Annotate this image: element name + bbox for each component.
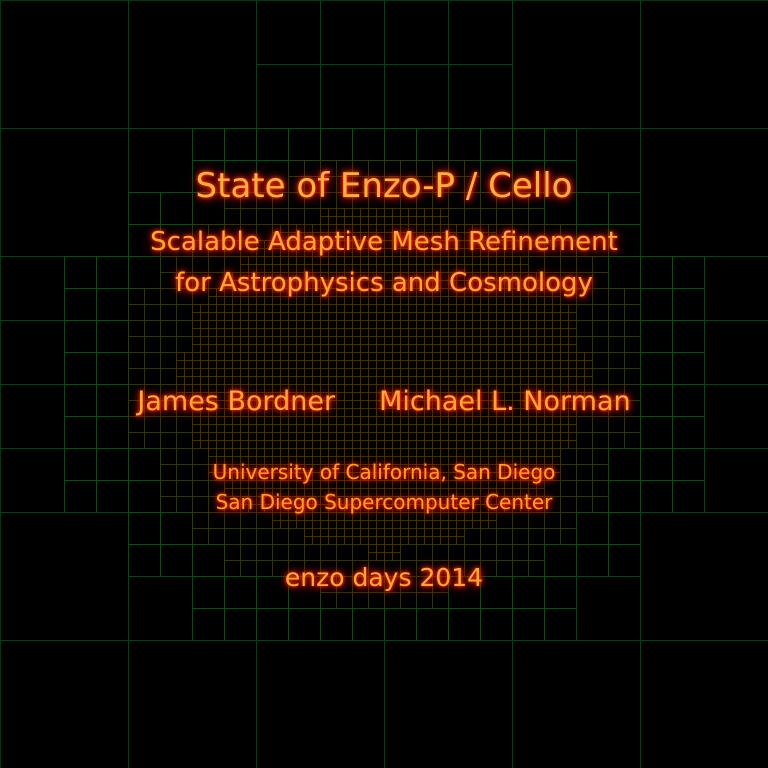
author-name: Michael L. Norman bbox=[379, 386, 631, 417]
affiliation-line-2: San Diego Supercomputer Center bbox=[215, 490, 553, 514]
subtitle-line-2: for Astrophysics and Cosmology bbox=[175, 268, 593, 298]
slide-title: State of Enzo-P / Cello bbox=[195, 166, 573, 206]
subtitle-line-1: Scalable Adaptive Mesh Refinement bbox=[150, 227, 618, 257]
affiliation-line-1: University of California, San Diego bbox=[212, 460, 556, 484]
author-name: James Bordner bbox=[137, 386, 336, 417]
author-list: James Bordner Michael L. Norman bbox=[0, 386, 768, 417]
event-label: enzo days 2014 bbox=[284, 563, 484, 592]
